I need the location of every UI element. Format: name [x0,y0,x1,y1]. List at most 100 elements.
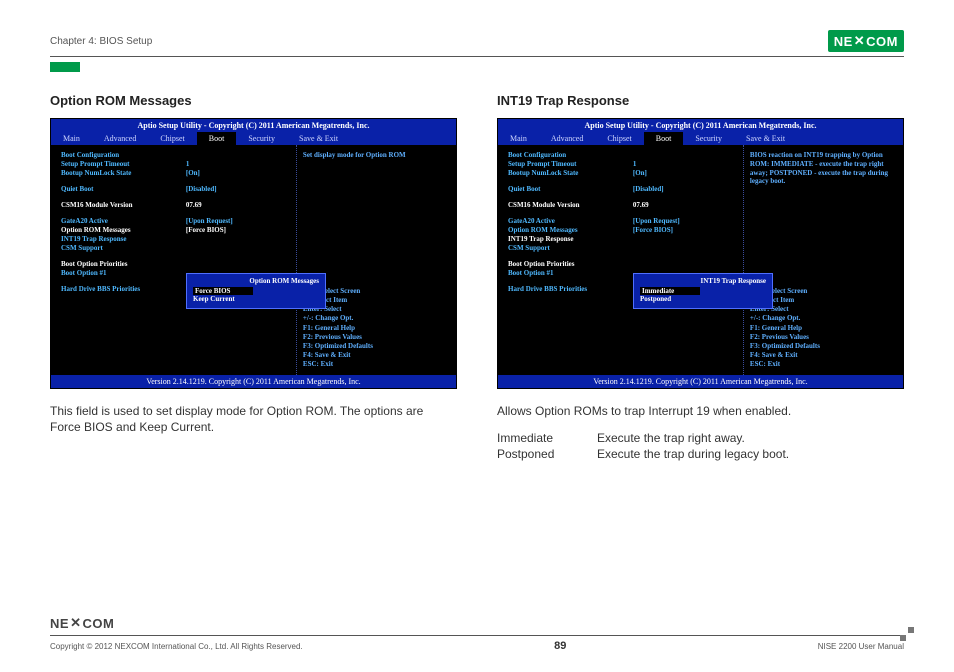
menu-tab-chipset[interactable]: Chipset [148,132,196,145]
setting-value: 1 [186,160,290,168]
menu-tab-security[interactable]: Security [683,132,734,145]
setting-row[interactable]: GateA20 Active[Upon Request] [508,217,737,225]
left-popup[interactable]: Option ROM Messages Force BIOS Keep Curr… [186,273,326,309]
option-row: PostponedExecute the trap during legacy … [497,447,904,461]
right-popup-other[interactable]: Postponed [640,295,671,303]
setting-row[interactable]: Bootup NumLock State[On] [508,169,737,177]
setting-row[interactable]: Bootup NumLock State[On] [61,169,290,177]
setting-row[interactable]: CSM Support [61,244,290,252]
right-column: INT19 Trap Response Aptio Setup Utility … [497,93,904,463]
menu-tab-advanced[interactable]: Advanced [92,132,148,145]
setting-label: GateA20 Active [508,217,633,225]
setting-label: Boot Option Priorities [61,260,186,268]
setting-value: [On] [633,169,737,177]
right-bios-menu[interactable]: MainAdvancedChipsetBootSecuritySave & Ex… [498,132,903,145]
setting-row[interactable]: CSM16 Module Version07.69 [61,201,290,209]
setting-value: [Force BIOS] [633,226,737,234]
key-hint: F2: Previous Values [303,333,446,342]
footer-rule [50,635,904,636]
setting-label: Quiet Boot [61,185,186,193]
setting-row[interactable]: Quiet Boot[Disabled] [508,185,737,193]
setting-label: Boot Configuration [508,151,633,159]
key-hint: F3: Optimized Defaults [303,342,446,351]
setting-row[interactable]: INT19 Trap Response [61,235,290,243]
left-bios-help-pane: Set display mode for Option ROM →←: Sele… [297,145,456,375]
key-hint: +/-: Change Opt. [750,314,893,323]
setting-row[interactable]: GateA20 Active[Upon Request] [61,217,290,225]
setting-value: 07.69 [186,201,290,209]
menu-tab-save-exit[interactable]: Save & Exit [734,132,797,145]
menu-tab-chipset[interactable]: Chipset [595,132,643,145]
key-hint: ESC: Exit [750,360,893,369]
setting-label: INT19 Trap Response [508,235,633,243]
chapter-label: Chapter 4: BIOS Setup [50,36,152,47]
setting-row[interactable]: Setup Prompt Timeout1 [61,160,290,168]
setting-value: 1 [633,160,737,168]
setting-label: Quiet Boot [508,185,633,193]
header-rule [50,56,904,57]
setting-row[interactable]: CSM Support [508,244,737,252]
setting-value: [Disabled] [633,185,737,193]
left-popup-title: Option ROM Messages [193,277,319,285]
setting-label: CSM16 Module Version [508,201,633,209]
key-hint: F2: Previous Values [750,333,893,342]
page-number: 89 [554,640,566,652]
right-popup[interactable]: INT19 Trap Response Immediate Postponed [633,273,773,309]
setting-value: [Disabled] [186,185,290,193]
footer-doc: NISE 2200 User Manual [818,642,904,651]
left-popup-selected[interactable]: Force BIOS [193,287,253,295]
setting-label: CSM Support [508,244,633,252]
menu-tab-boot[interactable]: Boot [644,132,684,145]
setting-row[interactable]: Quiet Boot[Disabled] [61,185,290,193]
setting-label: Setup Prompt Timeout [508,160,633,168]
right-popup-title: INT19 Trap Response [640,277,766,285]
key-hint: F1: General Help [303,324,446,333]
setting-label: Option ROM Messages [61,226,186,234]
setting-row[interactable]: Boot Configuration [508,151,737,159]
left-description: This field is used to set display mode f… [50,403,457,435]
option-key: Immediate [497,431,597,445]
menu-tab-boot[interactable]: Boot [197,132,237,145]
setting-value: [Upon Request] [633,217,737,225]
setting-row[interactable]: Boot Option Priorities [508,260,737,268]
setting-row[interactable]: Boot Option Priorities [61,260,290,268]
setting-value: [Upon Request] [186,217,290,225]
right-bios-footer: Version 2.14.1219. Copyright (C) 2011 Am… [498,375,903,388]
setting-label: Option ROM Messages [508,226,633,234]
setting-row[interactable]: INT19 Trap Response [508,235,737,243]
left-bios-menu[interactable]: MainAdvancedChipsetBootSecuritySave & Ex… [51,132,456,145]
setting-label: Bootup NumLock State [508,169,633,177]
setting-row[interactable]: Boot Configuration [61,151,290,159]
setting-label: GateA20 Active [61,217,186,225]
menu-tab-save-exit[interactable]: Save & Exit [287,132,350,145]
menu-tab-security[interactable]: Security [236,132,287,145]
left-bios-footer: Version 2.14.1219. Copyright (C) 2011 Am… [51,375,456,388]
setting-value: [Force BIOS] [186,226,290,234]
green-tab [50,62,80,72]
setting-row[interactable]: CSM16 Module Version07.69 [508,201,737,209]
setting-row[interactable]: Setup Prompt Timeout1 [508,160,737,168]
left-help-text: Set display mode for Option ROM [303,151,446,160]
page: Chapter 4: BIOS Setup NE✕COM Option ROM … [0,0,954,463]
bios-titlebar: Aptio Setup Utility - Copyright (C) 2011… [498,119,903,132]
setting-row[interactable]: Option ROM Messages[Force BIOS] [508,226,737,234]
right-popup-selected[interactable]: Immediate [640,287,700,295]
setting-label: Hard Drive BBS Priorities [61,285,186,293]
right-title: INT19 Trap Response [497,93,904,108]
left-popup-other[interactable]: Keep Current [193,295,235,303]
setting-value [633,235,737,243]
menu-tab-main[interactable]: Main [51,132,92,145]
setting-label: CSM16 Module Version [61,201,186,209]
menu-tab-main[interactable]: Main [498,132,539,145]
left-bios-rows: Boot ConfigurationSetup Prompt Timeout1B… [61,151,290,293]
key-hint: F3: Optimized Defaults [750,342,893,351]
menu-tab-advanced[interactable]: Advanced [539,132,595,145]
setting-label: Boot Configuration [61,151,186,159]
setting-value: 07.69 [633,201,737,209]
option-key: Postponed [497,447,597,461]
setting-value [186,260,290,268]
page-header: Chapter 4: BIOS Setup NE✕COM [50,30,904,52]
right-bios-body: Boot ConfigurationSetup Prompt Timeout1B… [498,145,903,375]
setting-row[interactable]: Option ROM Messages[Force BIOS] [61,226,290,234]
right-bios-settings: Boot ConfigurationSetup Prompt Timeout1B… [498,145,744,375]
